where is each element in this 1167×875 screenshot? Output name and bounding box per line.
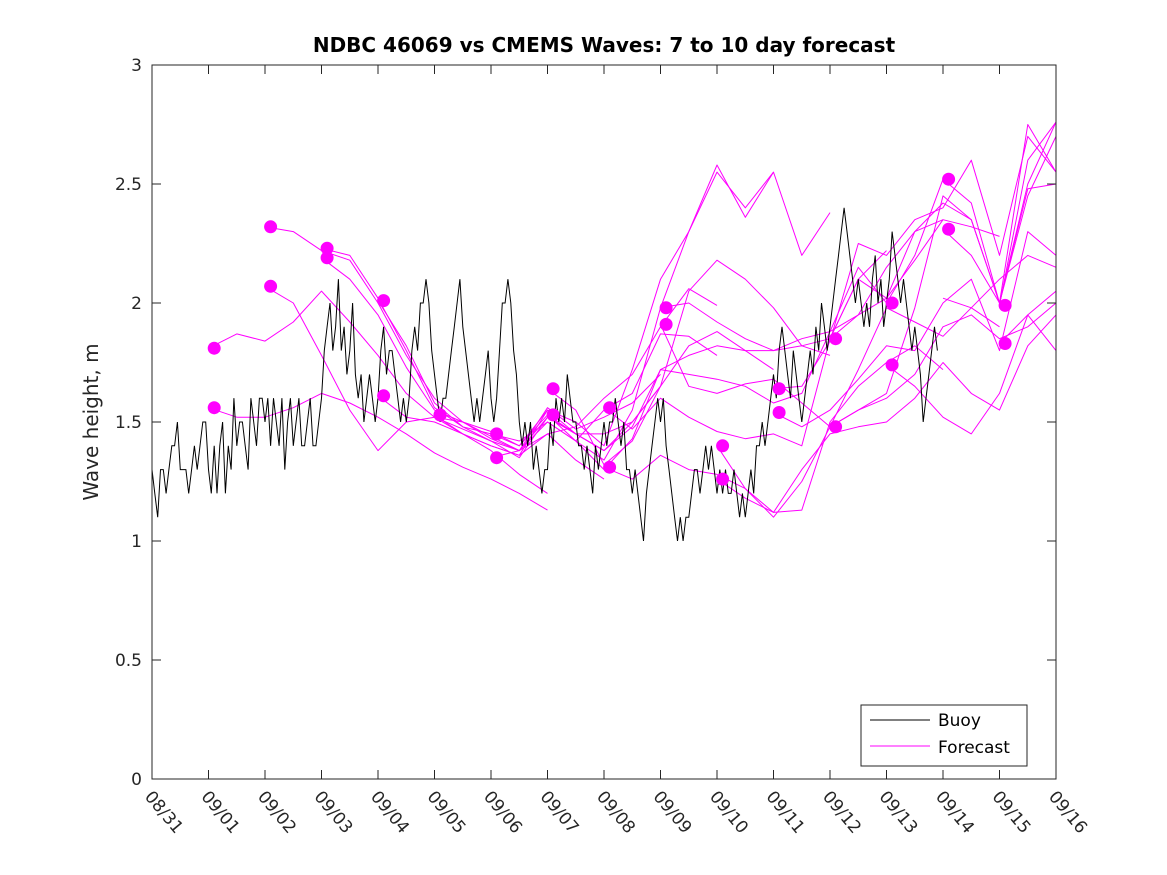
buoy-line <box>151 207 938 542</box>
forecast-line <box>321 257 661 452</box>
forecast-marker <box>998 298 1012 312</box>
forecast-line <box>716 314 1057 513</box>
y-tick-label: 1.5 <box>115 413 142 433</box>
legend: Buoy Forecast <box>860 704 1028 767</box>
legend-buoy-label: Buoy <box>938 711 981 731</box>
forecast-markers-group <box>207 172 1012 486</box>
chart-title: NDBC 46069 vs CMEMS Waves: 7 to 10 day f… <box>313 33 896 57</box>
forecast-marker <box>716 472 730 486</box>
forecast-marker <box>603 460 617 474</box>
forecast-marker <box>264 279 278 293</box>
forecast-marker <box>433 408 447 422</box>
forecast-marker <box>998 337 1012 350</box>
forecast-line <box>208 392 548 511</box>
forecast-marker <box>490 427 504 441</box>
y-tick-label: 3 <box>131 56 142 76</box>
forecast-marker <box>885 296 899 310</box>
legend-forecast-label: Forecast <box>938 738 1010 758</box>
y-tick-label: 1 <box>131 532 142 552</box>
forecast-line <box>942 254 1057 309</box>
forecast-marker <box>490 451 504 465</box>
forecast-marker <box>377 294 391 308</box>
forecast-line <box>660 219 1000 352</box>
buoy-series-group <box>151 207 938 542</box>
forecast-line <box>829 136 1057 339</box>
y-tick-label: 2.5 <box>115 175 142 195</box>
legend-box <box>860 704 1028 767</box>
forecast-marker <box>320 251 334 265</box>
y-axis-label: Wave height, m <box>79 343 103 500</box>
forecast-marker <box>320 241 334 255</box>
forecast-marker <box>659 317 673 331</box>
forecast-line <box>999 121 1057 306</box>
forecast-marker <box>829 420 843 434</box>
forecast-marker <box>772 382 786 396</box>
forecast-marker <box>207 401 221 415</box>
forecast-marker <box>942 222 956 236</box>
forecast-line <box>208 290 548 494</box>
forecast-line <box>886 178 1057 304</box>
forecast-marker <box>885 358 899 372</box>
forecast-line <box>773 135 1057 390</box>
forecast-marker <box>546 382 560 396</box>
forecast-marker <box>207 341 221 355</box>
forecast-marker <box>942 172 956 186</box>
forecast-line <box>829 302 1057 428</box>
forecast-marker <box>603 401 617 415</box>
forecast-marker <box>659 301 673 315</box>
forecast-line <box>773 231 1057 428</box>
y-tick-label: 0 <box>131 770 142 790</box>
y-tick-label: 2 <box>131 294 142 314</box>
forecast-marker <box>716 439 730 453</box>
forecast-line <box>999 290 1057 344</box>
forecast-line <box>603 219 944 447</box>
forecast-marker <box>264 220 278 234</box>
y-tick-label: 0.5 <box>115 651 142 671</box>
forecast-line <box>434 171 774 456</box>
forecast-marker <box>829 332 843 346</box>
forecast-marker <box>546 408 560 422</box>
forecast-marker <box>377 389 391 403</box>
forecast-marker <box>772 406 786 419</box>
